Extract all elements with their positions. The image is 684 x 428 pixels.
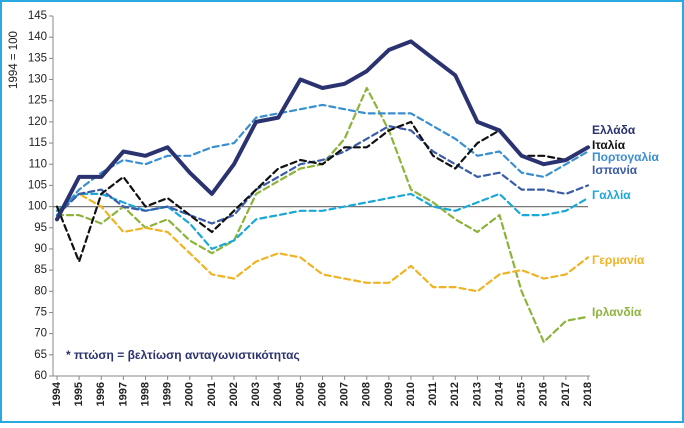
x-tick-label: 2007 bbox=[339, 382, 351, 406]
y-tick-label: 100 bbox=[28, 201, 47, 213]
x-tick-label: 2017 bbox=[560, 382, 572, 406]
series-label: Ιταλία bbox=[592, 138, 626, 152]
y-tick-label: 115 bbox=[29, 137, 47, 149]
y-tick-label: 140 bbox=[28, 31, 47, 43]
x-tick-label: 2000 bbox=[184, 382, 196, 406]
y-tick-label: 95 bbox=[34, 222, 47, 234]
x-tick-label: 2008 bbox=[361, 382, 373, 406]
y-tick-label: 145 bbox=[28, 10, 47, 22]
x-tick-label: 2009 bbox=[383, 382, 395, 406]
x-tick-label: 2012 bbox=[449, 382, 461, 406]
x-tick-label: 2015 bbox=[516, 382, 528, 406]
x-tick-label: 2013 bbox=[471, 382, 483, 406]
x-tick-label: 2002 bbox=[228, 382, 240, 406]
x-tick-label: 2005 bbox=[294, 382, 306, 406]
annotation: * πτώση = βελτίωση ανταγωνιστικότητας bbox=[66, 348, 300, 362]
y-tick-label: 80 bbox=[34, 285, 47, 297]
x-tick-label: 2004 bbox=[272, 381, 284, 406]
series-line bbox=[55, 192, 590, 250]
x-tick-label: 1994 bbox=[51, 381, 63, 406]
x-tick-label: 1997 bbox=[117, 382, 129, 406]
x-tick-label: 2014 bbox=[493, 381, 505, 406]
y-tick-label: 60 bbox=[34, 370, 47, 382]
series-label: Ελλάδα bbox=[592, 123, 636, 137]
x-tick-label: 2010 bbox=[405, 382, 417, 406]
x-tick-label: 2018 bbox=[582, 382, 594, 406]
y-tick-label: 135 bbox=[28, 52, 47, 64]
y-tick-label: 75 bbox=[34, 307, 47, 319]
x-tick-label: 2011 bbox=[427, 382, 439, 406]
y-tick-label: 120 bbox=[28, 116, 47, 128]
x-tick-label: 1995 bbox=[73, 382, 85, 406]
series-label: Γερμανία bbox=[592, 253, 645, 267]
series-line bbox=[55, 39, 590, 222]
y-tick-label: 130 bbox=[28, 74, 47, 86]
y-tick-label: 110 bbox=[29, 158, 47, 170]
series-label: Ιρλανδία bbox=[592, 305, 642, 319]
series-label: Ισπανία bbox=[592, 163, 638, 177]
y-tick-label: 85 bbox=[34, 264, 47, 276]
y-tick-label: 105 bbox=[28, 179, 47, 191]
series-line bbox=[55, 125, 590, 225]
x-tick-label: 2006 bbox=[316, 382, 328, 406]
x-tick-label: 2016 bbox=[538, 382, 550, 406]
series-line bbox=[55, 192, 590, 293]
series-line bbox=[55, 103, 590, 217]
x-tick-label: 2001 bbox=[206, 382, 218, 406]
y-tick-label: 125 bbox=[28, 95, 47, 107]
series-label: Γαλλία bbox=[592, 188, 631, 202]
series-label: Πορτογαλία bbox=[592, 150, 659, 164]
y-axis-label: 1994 = 100 bbox=[8, 31, 20, 89]
x-tick-label: 2003 bbox=[250, 382, 262, 406]
x-tick-label: 1999 bbox=[162, 382, 174, 406]
y-tick-label: 70 bbox=[34, 328, 47, 340]
y-tick-label: 90 bbox=[34, 243, 47, 255]
x-tick-label: 1998 bbox=[139, 382, 151, 406]
x-tick-label: 1996 bbox=[95, 382, 107, 406]
y-tick-label: 65 bbox=[34, 349, 47, 361]
series-line bbox=[55, 86, 590, 344]
